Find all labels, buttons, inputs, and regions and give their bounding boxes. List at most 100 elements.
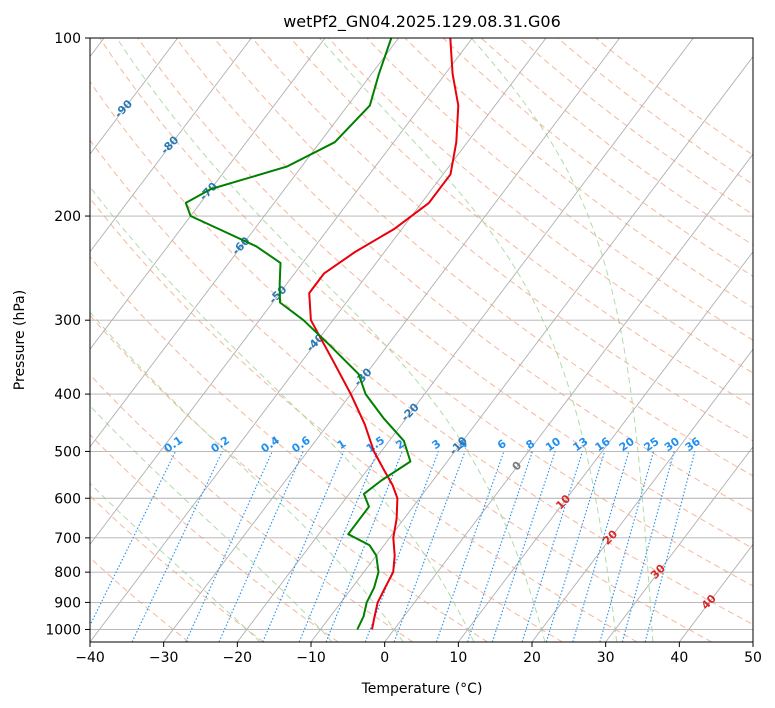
isotherm-label: 10 [553,492,573,512]
dry-adiabat [90,80,753,626]
dry-adiabat [251,38,753,442]
y-axis: 100 200 300 400 500 600 700 800 900 1000 [45,31,90,638]
isotherm-label: -80 [158,133,181,157]
moist-adiabat [90,311,404,642]
mixing-ratio-label: 0.1 [162,434,185,456]
isotherm-label: 20 [600,527,620,547]
mixing-ratio-line [298,451,378,642]
dry-adiabat [175,38,753,513]
mixing-ratio-line [644,451,696,642]
mixing-ratio-line [435,451,505,642]
mixing-ratio-line [262,451,345,642]
x-tick-label: 40 [670,650,688,666]
y-tick-label: 100 [54,31,81,47]
y-tick-label: 300 [54,313,81,329]
dewpoint-profile [184,38,412,630]
isotherm-line [90,38,473,546]
y-tick-label: 900 [54,595,81,611]
x-tick-label: 30 [597,650,615,666]
isotherm-label: -20 [399,400,422,424]
isotherm-line [752,641,753,642]
dry-adiabat [519,38,753,216]
x-tick-label: 20 [523,650,541,666]
isotherm-line [90,38,547,642]
isotherm-line [384,153,753,642]
x-tick-label: −20 [223,650,253,666]
dry-adiabat [90,197,638,642]
isotherm-line [90,38,326,351]
dry-adiabat [557,38,753,186]
isotherm-line [531,348,753,642]
mixing-ratio-line [325,451,403,642]
x-tick-label: 10 [449,650,467,666]
mixing-ratio-line [364,451,439,642]
y-tick-label: 700 [54,531,81,547]
isotherm-line [90,38,252,253]
moist-adiabat [116,38,546,642]
mixing-ratio-label: 0.4 [259,433,283,455]
dry-adiabat [290,38,753,408]
isotherm-line [310,55,753,642]
dry-adiabat [442,38,753,277]
isotherm-label: -50 [266,283,289,307]
mixing-ratio-line [466,451,533,642]
mixing-ratio-line [491,451,556,642]
moist-adiabat [470,38,654,642]
moist-adiabat [319,38,618,642]
y-tick-label: 800 [54,565,81,581]
moist-adiabat [90,482,261,642]
x-axis-label: Temperature (°C) [361,681,483,697]
y-tick-label: 200 [54,209,81,225]
isotherm-line [457,250,753,642]
mixing-ratio-line [90,451,176,627]
mixing-ratio-label: 0.6 [289,433,313,455]
mixing-ratio-line [393,451,466,642]
mixing-ratio-label: 3 [430,437,444,452]
x-tick-label: −30 [149,650,179,666]
mixing-ratio-line [599,451,655,642]
x-tick-label: 50 [744,650,762,666]
y-tick-label: 600 [54,491,81,507]
mixing-ratio-label: 1 [335,437,349,452]
dry-adiabat [90,374,414,642]
isotherm-label: -60 [229,234,252,258]
mixing-ratio-line [572,451,630,642]
temperature-profile [308,38,460,630]
axes-frame [89,37,754,643]
plot-area: 0.1 0.2 0.4 0.6 1 1.5 2 3 4 6 8 10 13 16 20 25 30 36-100-… [62,38,753,642]
chart-title: wetPf2_GN04.2025.129.08.31.G06 [283,12,561,32]
isotherm-line [678,543,753,642]
isotherm-label: 40 [699,592,719,612]
dry-adiabat [90,557,190,642]
dry-adiabat [90,256,563,642]
y-tick-label: 500 [54,444,81,460]
moist-adiabat [90,405,333,642]
mixing-ratio-line [218,451,304,642]
dry-adiabat [90,433,339,642]
moist-adiabat [90,186,475,642]
y-tick-label: 1000 [45,622,81,638]
isotherm-line [90,38,179,155]
isotherm-line [605,446,753,642]
y-tick-label: 400 [54,387,81,403]
plot-border [89,37,754,643]
isotherm-label: -100 [62,59,91,88]
mixing-ratio-label: 8 [524,437,538,452]
dry-adiabat [90,494,264,642]
mixing-ratio-line [545,451,606,642]
x-tick-label: 0 [380,650,389,666]
y-axis-label: Pressure (hPa) [12,290,28,390]
x-axis: −40 −30 −20 −10 0 10 20 30 40 50 [75,642,762,666]
dry-adiabat [404,38,753,309]
isotherm-label: 30 [648,562,668,582]
mixing-ratio-line [131,451,223,642]
mixing-ratio-label: 6 [495,437,509,452]
x-tick-label: −40 [75,650,105,666]
dry-adiabat [366,38,753,341]
isotherm-label: -90 [112,97,135,121]
isotherm-line [236,38,694,642]
dry-adiabat [90,139,712,642]
x-tick-label: −10 [296,650,326,666]
isotherm-line [163,38,621,642]
